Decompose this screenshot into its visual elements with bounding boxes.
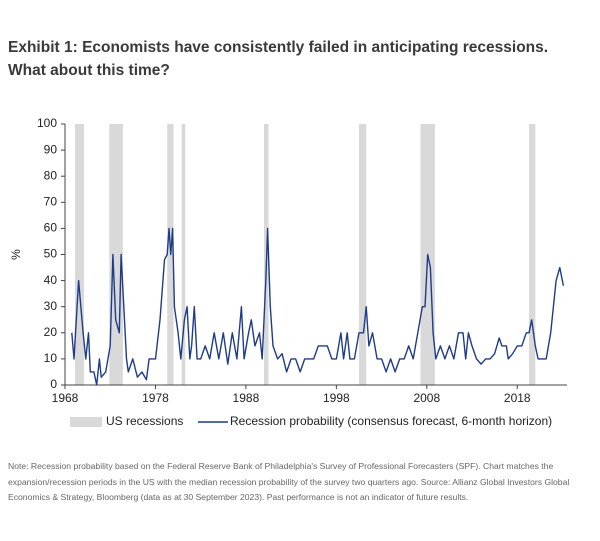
legend-label: Recession probability (consensus forecas…: [230, 414, 552, 428]
x-tick-label: 1988: [233, 391, 260, 405]
series-line: [71, 227, 565, 386]
legend-swatch: [70, 417, 102, 427]
note: Note: Recession probability based on the…: [8, 461, 570, 502]
y-tick-label: 60: [44, 221, 58, 235]
y-tick-label: 20: [44, 325, 58, 339]
y-tick-label: 80: [44, 168, 58, 182]
y-tick-label: 10: [44, 351, 58, 365]
chart: 0 10 20 30 40 50 60 70 80 90 100 1968 1978 1988 1998 20…: [9, 116, 567, 428]
x-tick-label: 1998: [323, 391, 350, 405]
y-tick-label: 40: [44, 273, 58, 287]
recession-band: [529, 124, 536, 385]
x-tick-label: 2018: [504, 391, 531, 405]
y-tick-label: 100: [37, 116, 57, 130]
chart-title: Exhibit 1: Economists have consistently …: [8, 39, 549, 79]
recession-band: [358, 124, 367, 385]
y-axis-label: %: [9, 249, 23, 260]
x-tick-label: 1968: [52, 391, 79, 405]
x-tick-label: 1978: [142, 391, 169, 405]
x-tick-label: 2008: [413, 391, 440, 405]
recession-band: [74, 124, 84, 385]
y-tick-label: 0: [50, 377, 57, 391]
y-tick-label: 90: [44, 142, 58, 156]
recession-band: [181, 124, 186, 385]
y-tick-label: 30: [44, 299, 58, 313]
legend-label: US recessions: [106, 414, 183, 428]
y-tick-label: 70: [44, 194, 58, 208]
y-tick-label: 50: [44, 247, 58, 261]
